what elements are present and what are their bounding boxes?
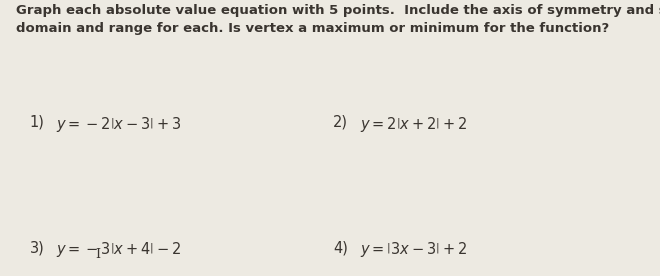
Text: $y=\left|3x-3\right|+2$: $y=\left|3x-3\right|+2$ bbox=[360, 240, 467, 259]
Text: $y=-2\left|x-3\right|+3$: $y=-2\left|x-3\right|+3$ bbox=[56, 115, 182, 134]
Text: Graph each absolute value equation with 5 points.  Include the axis of symmetry : Graph each absolute value equation with … bbox=[16, 4, 660, 35]
Text: $y=-3\left|x+4\right|-2$: $y=-3\left|x+4\right|-2$ bbox=[56, 240, 182, 259]
Text: 3): 3) bbox=[30, 240, 44, 255]
Text: I: I bbox=[95, 248, 100, 261]
Text: 2): 2) bbox=[333, 115, 348, 129]
Text: 4): 4) bbox=[333, 240, 348, 255]
Text: $y=2\left|x+2\right|+2$: $y=2\left|x+2\right|+2$ bbox=[360, 115, 467, 134]
Text: 1): 1) bbox=[30, 115, 45, 129]
